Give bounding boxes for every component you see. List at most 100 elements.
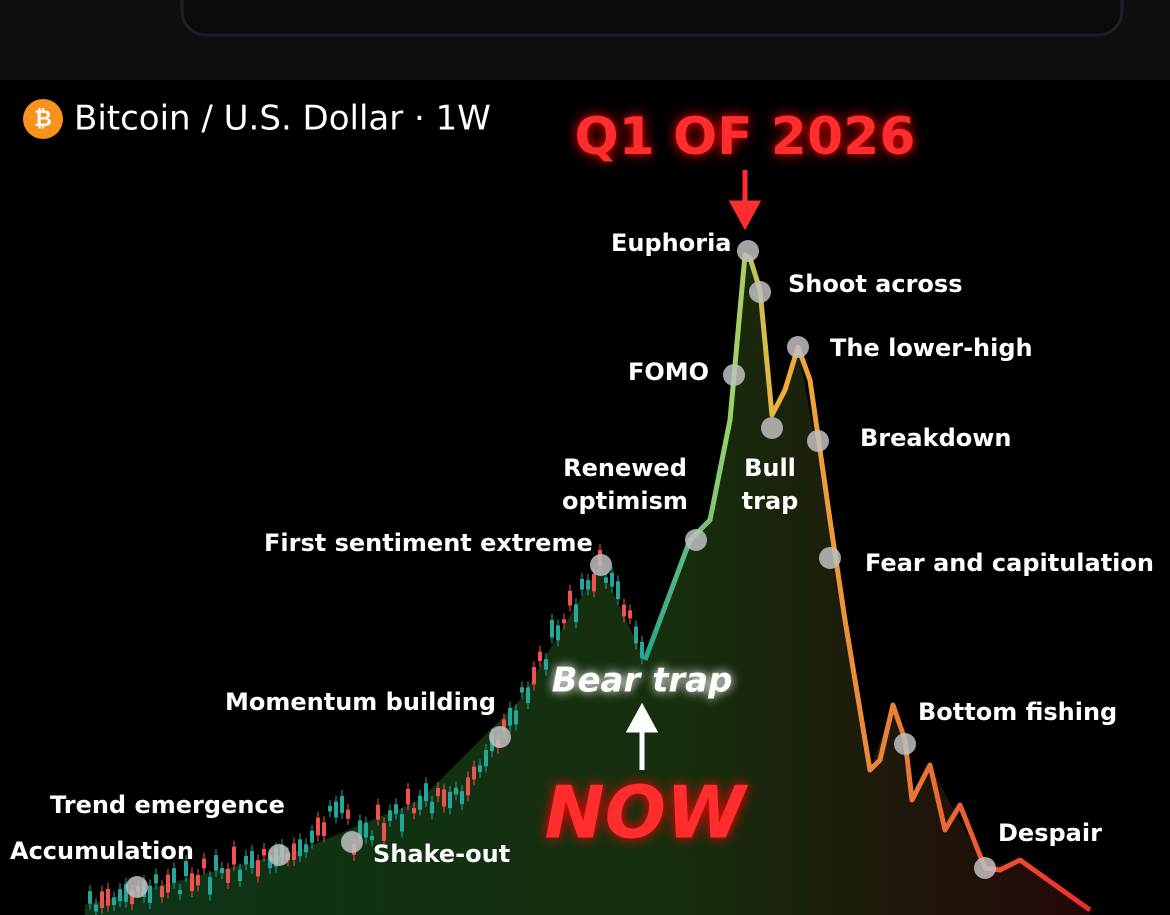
candle-body	[250, 850, 254, 868]
candle-body	[526, 687, 530, 704]
phase-dot	[489, 726, 511, 748]
now-callout: NOW	[545, 771, 749, 855]
phase-markers: Accumulation Trend emergence Shake-out M…	[10, 229, 1154, 898]
candle-body	[586, 580, 590, 590]
candle-body	[94, 904, 98, 912]
candle-body	[376, 804, 380, 820]
candles	[88, 543, 644, 915]
area	[85, 255, 1090, 915]
candle-body	[358, 820, 362, 839]
phase-dot	[737, 240, 759, 262]
candle-body	[550, 619, 554, 638]
candle-body	[562, 619, 566, 624]
phase-dot	[590, 554, 612, 576]
logo-symbol: ₿	[34, 107, 52, 132]
candle-body	[382, 823, 386, 841]
price-curve	[642, 252, 1092, 913]
phase-dot	[341, 831, 363, 853]
candle-body	[634, 626, 638, 644]
down-arrow	[728, 170, 762, 231]
candle-body	[478, 765, 482, 773]
phase-label: Shake-out	[373, 840, 510, 868]
candle-body	[184, 861, 188, 877]
candle-body	[196, 874, 200, 886]
phase-label: The lower-high	[830, 334, 1033, 362]
candle-body	[202, 858, 206, 869]
candle-body	[172, 868, 176, 883]
candle-body	[304, 844, 308, 853]
phase-label: Euphoria	[611, 229, 732, 257]
phase-label: Breakdown	[860, 424, 1012, 452]
candle-body	[532, 667, 536, 685]
candle-body	[514, 710, 518, 725]
phase-label: Bull trap	[741, 454, 799, 515]
candle-body	[100, 891, 104, 908]
candle-body	[622, 604, 626, 617]
candle-body	[460, 791, 464, 805]
candle-body	[178, 889, 182, 895]
candle-body	[628, 610, 632, 619]
candle-body	[154, 874, 158, 884]
candle-body	[88, 891, 92, 904]
candle-body	[256, 860, 260, 877]
phase-label: Shoot across	[788, 270, 963, 298]
candle-body	[340, 795, 344, 814]
candle-body	[556, 625, 560, 641]
bitcoin-logo	[23, 99, 63, 139]
phase-dot	[807, 430, 829, 452]
phase-label: Despair	[998, 819, 1102, 847]
phase-dot	[761, 417, 783, 439]
candle-body	[268, 855, 272, 869]
phase-label: Accumulation	[10, 837, 194, 865]
candle-body	[610, 572, 614, 587]
candle-body	[574, 604, 578, 623]
candle-body	[448, 791, 452, 809]
candle-body	[484, 749, 488, 767]
phase-dot	[268, 844, 290, 866]
candle-body	[316, 817, 320, 836]
phase-dot	[749, 281, 771, 303]
phase-label: First sentiment extreme	[264, 529, 593, 557]
chart-title: Bitcoin / U.S. Dollar · 1W	[74, 99, 491, 139]
candle-body	[292, 843, 296, 860]
phase-dot	[126, 876, 148, 898]
candle-body	[298, 839, 302, 857]
candle-body	[130, 890, 134, 905]
candle-body	[370, 836, 374, 841]
phase-dot	[974, 857, 996, 879]
candle-body	[124, 883, 128, 902]
phase-label: Bottom fishing	[918, 698, 1117, 726]
phase-label: FOMO	[628, 358, 709, 386]
candle-body	[190, 873, 194, 891]
candle-body	[394, 804, 398, 814]
candle-body	[328, 805, 332, 812]
candle-body	[310, 830, 314, 843]
bear-trap-label: Bear trap	[552, 661, 733, 701]
candle-body	[238, 869, 242, 882]
candle-body	[466, 777, 470, 796]
phase-dot	[787, 336, 809, 358]
candle-body	[520, 687, 524, 693]
candle-body	[106, 888, 110, 906]
candle-body	[418, 795, 422, 810]
phase-label: Fear and capitulation	[865, 549, 1154, 577]
phase-label-box: Renewed optimism	[562, 454, 688, 515]
candle-body	[112, 897, 116, 906]
candle-body	[442, 789, 446, 807]
candle-body	[400, 814, 404, 832]
phase-label: Trend emergence	[50, 791, 285, 819]
candle-body	[214, 855, 218, 871]
phase-label-box: Bull trap	[741, 454, 799, 515]
candle-body	[592, 573, 596, 592]
candle-body	[346, 809, 350, 819]
candle-body	[208, 877, 212, 895]
candle-body	[388, 810, 392, 821]
phase-label: Momentum building	[225, 688, 496, 716]
search-box[interactable]	[180, 0, 1124, 37]
phase-dot	[819, 547, 841, 569]
candle-body	[232, 846, 236, 865]
candle-body	[412, 808, 416, 814]
candle-body	[334, 801, 338, 818]
candle-body	[538, 651, 542, 662]
